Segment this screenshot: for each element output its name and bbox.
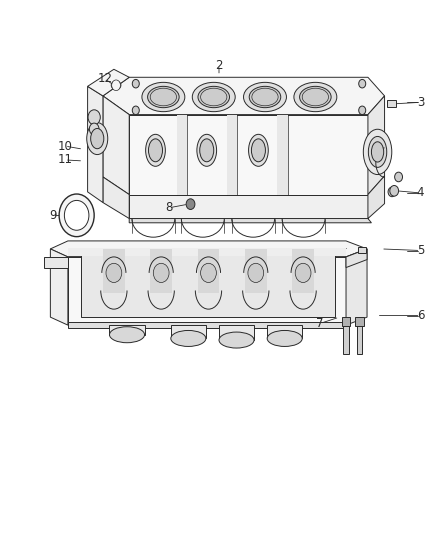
Circle shape xyxy=(59,194,94,237)
Polygon shape xyxy=(342,317,350,326)
Ellipse shape xyxy=(142,82,185,112)
Polygon shape xyxy=(245,249,267,293)
Circle shape xyxy=(295,263,311,282)
Polygon shape xyxy=(171,325,206,338)
Polygon shape xyxy=(103,177,129,219)
Text: 10: 10 xyxy=(57,140,72,152)
Polygon shape xyxy=(355,317,364,326)
FancyBboxPatch shape xyxy=(358,247,366,253)
Circle shape xyxy=(359,106,366,115)
Circle shape xyxy=(64,200,89,230)
Ellipse shape xyxy=(368,136,387,167)
Polygon shape xyxy=(346,249,367,268)
Ellipse shape xyxy=(87,123,108,155)
Ellipse shape xyxy=(267,330,302,346)
Polygon shape xyxy=(103,96,129,195)
Ellipse shape xyxy=(148,86,179,108)
Polygon shape xyxy=(50,249,68,325)
Polygon shape xyxy=(110,325,145,335)
Polygon shape xyxy=(68,248,346,256)
Circle shape xyxy=(106,263,122,282)
Circle shape xyxy=(132,106,139,115)
Circle shape xyxy=(390,185,399,196)
Circle shape xyxy=(88,110,100,125)
Ellipse shape xyxy=(363,130,392,175)
Circle shape xyxy=(112,80,120,91)
Circle shape xyxy=(248,263,264,282)
Polygon shape xyxy=(343,326,349,354)
Polygon shape xyxy=(219,325,254,340)
Polygon shape xyxy=(368,96,385,195)
Polygon shape xyxy=(103,249,125,293)
Circle shape xyxy=(153,263,169,282)
Polygon shape xyxy=(267,325,302,338)
FancyBboxPatch shape xyxy=(387,100,396,107)
Polygon shape xyxy=(198,249,219,293)
Polygon shape xyxy=(292,249,314,293)
Ellipse shape xyxy=(111,81,121,90)
Text: 9: 9 xyxy=(49,209,57,222)
Ellipse shape xyxy=(145,134,165,166)
Ellipse shape xyxy=(294,82,337,112)
Circle shape xyxy=(186,199,195,209)
Text: 4: 4 xyxy=(417,187,424,199)
Ellipse shape xyxy=(171,330,206,346)
Text: 5: 5 xyxy=(417,244,424,257)
Ellipse shape xyxy=(300,86,331,108)
Polygon shape xyxy=(103,77,385,115)
Polygon shape xyxy=(177,115,187,195)
Polygon shape xyxy=(88,86,103,203)
Text: 3: 3 xyxy=(417,96,424,109)
Polygon shape xyxy=(68,257,346,325)
Polygon shape xyxy=(44,257,68,268)
Polygon shape xyxy=(88,69,129,96)
Ellipse shape xyxy=(198,86,230,108)
Circle shape xyxy=(395,172,403,182)
Circle shape xyxy=(201,263,216,282)
Ellipse shape xyxy=(148,139,162,162)
Text: 7: 7 xyxy=(316,317,324,330)
Circle shape xyxy=(359,79,366,88)
Ellipse shape xyxy=(219,332,254,348)
Ellipse shape xyxy=(248,134,268,166)
Ellipse shape xyxy=(371,142,384,162)
Polygon shape xyxy=(357,326,362,354)
Circle shape xyxy=(388,187,396,197)
Text: 12: 12 xyxy=(98,72,113,85)
Ellipse shape xyxy=(244,82,286,112)
Polygon shape xyxy=(227,115,237,195)
Polygon shape xyxy=(368,176,385,219)
Ellipse shape xyxy=(200,139,214,162)
Polygon shape xyxy=(150,249,172,293)
Ellipse shape xyxy=(249,86,281,108)
Text: 8: 8 xyxy=(165,201,172,214)
Ellipse shape xyxy=(110,327,145,343)
Ellipse shape xyxy=(192,82,235,112)
Ellipse shape xyxy=(251,139,265,162)
Circle shape xyxy=(89,123,99,135)
Ellipse shape xyxy=(91,128,104,149)
Polygon shape xyxy=(277,115,288,195)
Polygon shape xyxy=(68,322,346,328)
Circle shape xyxy=(132,79,139,88)
Ellipse shape xyxy=(197,134,216,166)
Polygon shape xyxy=(129,115,368,195)
Polygon shape xyxy=(129,219,371,223)
Text: 11: 11 xyxy=(57,154,72,166)
Polygon shape xyxy=(129,195,368,219)
Polygon shape xyxy=(81,249,335,317)
Text: 2: 2 xyxy=(215,59,223,71)
Text: 6: 6 xyxy=(417,309,424,322)
Polygon shape xyxy=(50,241,367,257)
Polygon shape xyxy=(346,249,367,325)
